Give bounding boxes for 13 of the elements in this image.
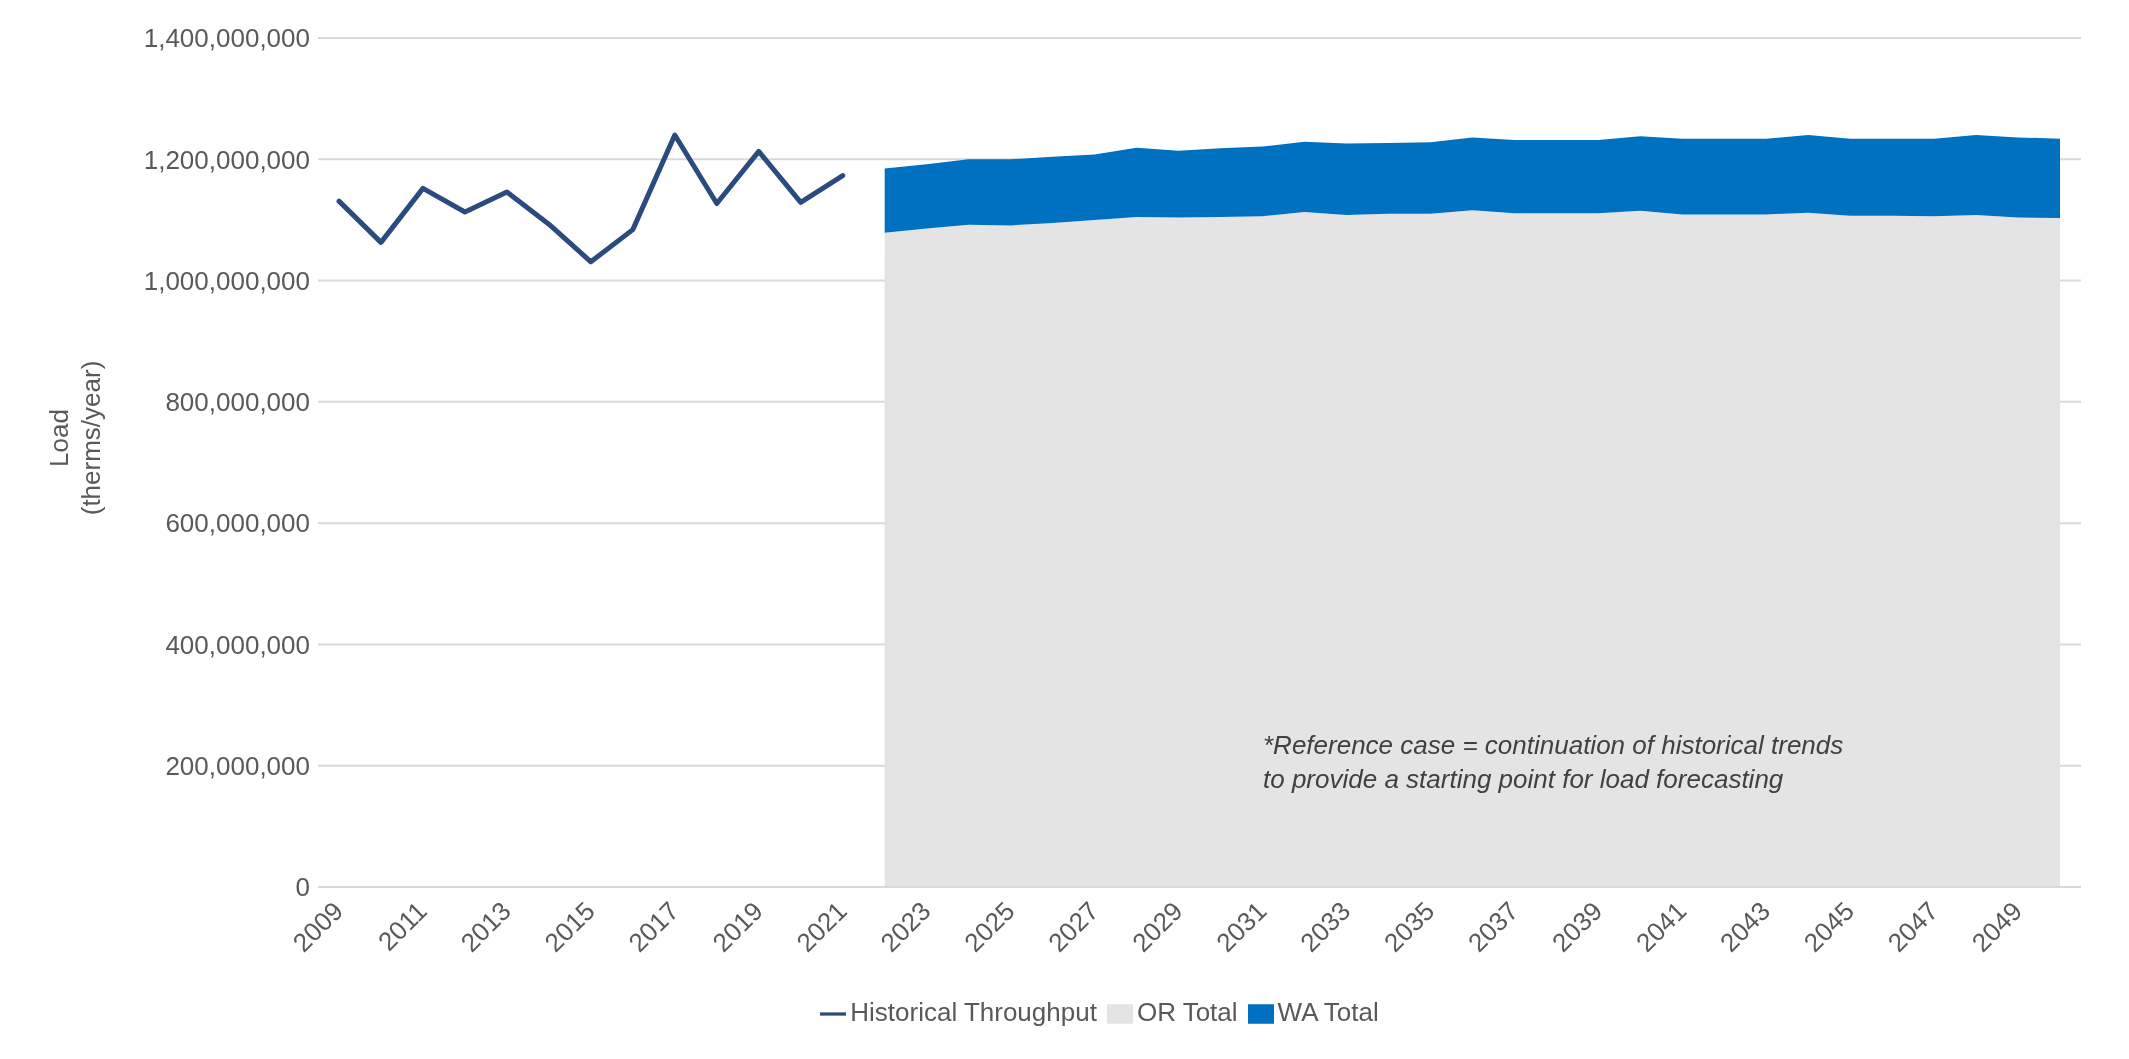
y-tick-label: 200,000,000 xyxy=(165,750,310,781)
y-tick-label: 1,200,000,000 xyxy=(143,144,310,175)
y-tick-label: 1,000,000,000 xyxy=(143,265,310,296)
y-tick-label: 400,000,000 xyxy=(165,629,310,660)
legend-label: WA Total xyxy=(1277,997,1379,1027)
annotation: *Reference case = continuation of historical trends to provide a starting point for load forecasting xyxy=(1263,729,1844,796)
y-tick-label: 800,000,000 xyxy=(165,387,310,418)
legend-label: Historical Throughput xyxy=(850,997,1097,1027)
legend-label: OR Total xyxy=(1136,997,1238,1027)
y-tick-label: 600,000,000 xyxy=(165,508,310,539)
y-axis-title: Load (therms/year) xyxy=(44,360,106,516)
y-tick-label: 1,400,000,000 xyxy=(143,23,310,54)
y-tick-label: 0 xyxy=(295,872,310,903)
